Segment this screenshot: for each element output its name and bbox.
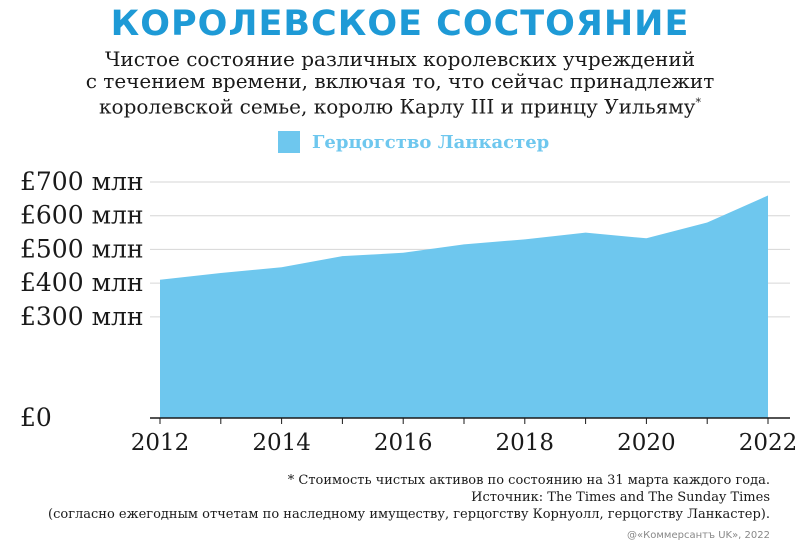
y-tick-label: £400 млн — [20, 268, 144, 297]
chart-subtitle: Чистое состояние различных королевских у… — [60, 48, 740, 118]
legend-label: Герцогство Ланкастер — [312, 131, 550, 153]
footnote-source: Источник: The Times and The Sunday Times — [471, 490, 770, 505]
chart-title: КОРОЛЕВСКОЕ СОСТОЯНИЕ — [110, 4, 690, 44]
x-tick-label: 2022 — [739, 430, 798, 456]
footnote-definition: * Стоимость чистых активов по состоянию … — [287, 473, 770, 488]
y-tick-label: £300 млн — [20, 302, 144, 331]
series-area — [160, 195, 768, 418]
y-tick-label: £0 — [20, 403, 52, 432]
footnote-marker: * — [695, 96, 701, 109]
subtitle-line: королевской семье, королю Карлу III и пр… — [99, 94, 701, 119]
x-tick-label: 2020 — [617, 430, 676, 456]
legend: Герцогство Ланкастер — [278, 131, 549, 153]
y-tick-label: £700 млн — [20, 167, 144, 196]
footnote-note: (согласно ежегодным отчетам по наследном… — [48, 507, 770, 522]
y-tick-label: £600 млн — [20, 201, 144, 230]
subtitle-line: Чистое состояние различных королевских у… — [104, 47, 696, 71]
legend-swatch — [278, 131, 300, 153]
subtitle-line: с течением времени, включая то, что сейч… — [85, 69, 715, 93]
area-chart: £0 £300 млн £400 млн £500 млн £600 млн £700 м… — [20, 167, 798, 456]
x-tick-label: 2018 — [496, 430, 555, 456]
y-tick-label: £500 млн — [20, 234, 144, 263]
x-tick-label: 2012 — [131, 430, 190, 456]
x-tick-label: 2016 — [374, 430, 433, 456]
footnote: * Стоимость чистых активов по состоянию … — [48, 472, 770, 523]
credit: @«Коммерсантъ UK», 2022 — [627, 530, 770, 541]
x-tick-label: 2014 — [252, 430, 311, 456]
